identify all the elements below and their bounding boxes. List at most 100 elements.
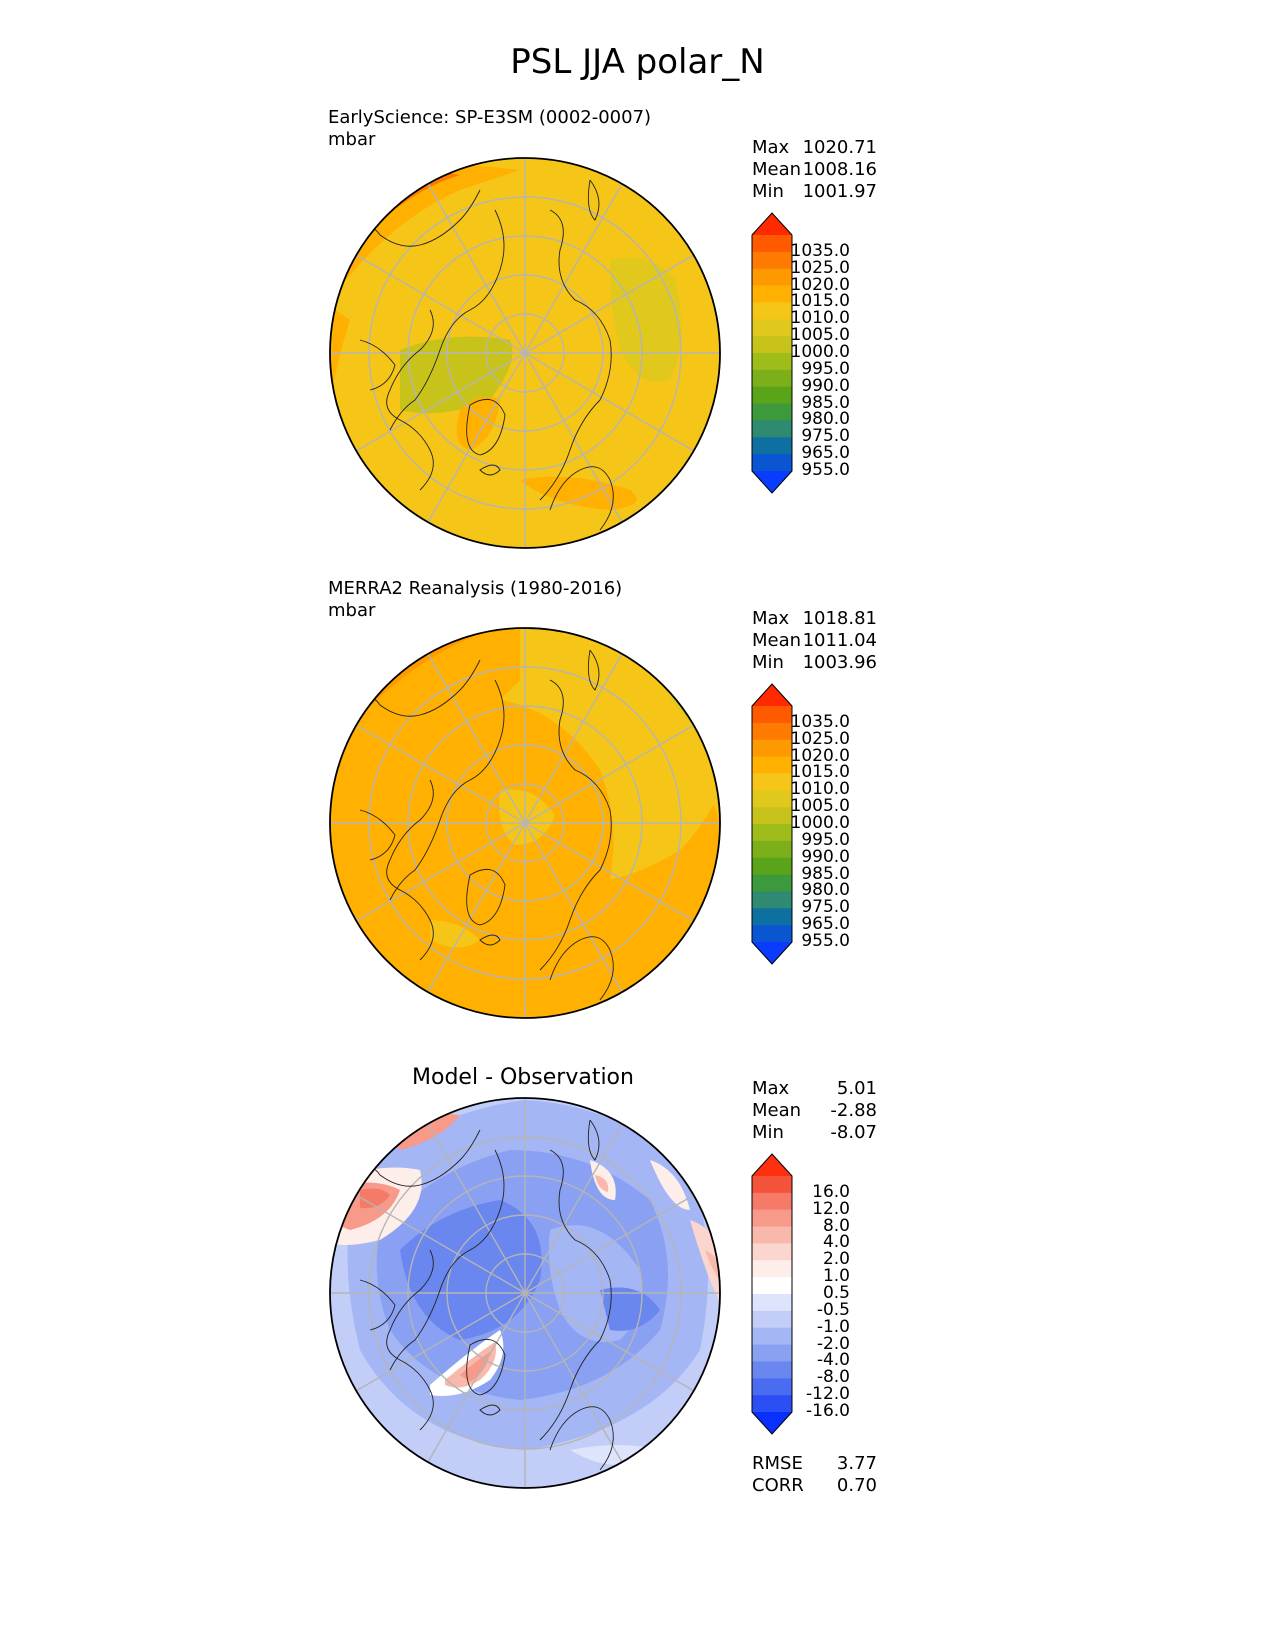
contour-low-siberia — [610, 257, 682, 382]
graticule-diff — [330, 1098, 720, 1488]
colorbar-segment — [752, 857, 792, 876]
colorbar-extend-top — [752, 1154, 792, 1176]
colorbar-tick-label: 980.0 — [801, 880, 850, 901]
colorbar-segment — [752, 790, 792, 808]
colorbar-tick-label: 995.0 — [801, 829, 850, 850]
map-border-reference — [329, 627, 721, 1019]
colorbar-tick-label: -2.0 — [816, 1333, 850, 1354]
colorbar-tick-label: 1015.0 — [790, 291, 850, 312]
colorbar-segment — [752, 756, 792, 774]
colorbar-reference: 1035.0 1025.0 1020.0 1015.0 1010.0 1005.0 1000… — [751, 683, 891, 968]
colorbar-segment — [752, 454, 792, 472]
colorbar-segment — [752, 773, 792, 791]
contour-low-greenland-region — [400, 336, 513, 414]
colorbar-tick-label: 0.5 — [822, 1283, 850, 1303]
colorbar-tick-label: 1015.0 — [790, 762, 850, 783]
colorbar-segment — [752, 386, 792, 405]
colorbar-segment — [752, 369, 792, 388]
colorbar-segment — [752, 235, 792, 253]
colorbar-tick-label: 995.0 — [801, 358, 850, 379]
map-border-diff — [329, 1097, 721, 1489]
colorbar-segment — [752, 807, 792, 825]
colorbar-tick-label: 1035.0 — [790, 240, 850, 261]
colorbar-segment — [752, 874, 792, 892]
stat-row-max: Max 5.01 — [752, 1078, 877, 1099]
colorbar-svg — [751, 683, 793, 965]
colorbar-tick-label: 1.0 — [822, 1266, 850, 1287]
colorbar-segment — [752, 420, 792, 438]
colorbar-tick-label: -16.0 — [806, 1401, 850, 1421]
panel-title-reference: MERRA2 Reanalysis (1980-2016) — [328, 578, 623, 599]
colorbar-tick-label: 1005.0 — [790, 325, 850, 346]
colorbar-extend-bottom — [752, 471, 792, 493]
colorbar-tick-label: 955.0 — [801, 460, 850, 480]
colorbar-extend-bottom — [752, 1412, 792, 1434]
polar-map-test — [329, 157, 721, 549]
stats-block-reference: Max 1018.81 Mean 1011.04 Min 1003.96 — [752, 608, 877, 674]
colorbar-tick-label: 1035.0 — [790, 711, 850, 732]
colorbar-tick-label: 1010.0 — [790, 779, 850, 800]
colorbar-tick-label: -4.0 — [816, 1350, 850, 1371]
colorbar-tick-label: 980.0 — [801, 409, 850, 430]
colorbar-tick-label: 16.0 — [812, 1181, 850, 1202]
colorbar-tick-label: 990.0 — [801, 375, 850, 396]
colorbar-segment — [752, 403, 792, 421]
colorbar-outline — [751, 1153, 793, 1435]
polar-map-reference — [329, 627, 721, 1019]
stat-row-rmse: RMSE 3.77 — [752, 1453, 877, 1474]
colorbar-segment — [752, 353, 792, 371]
colorbar-tick-label: 965.0 — [801, 914, 850, 935]
colorbar-tick-label: 4.0 — [822, 1232, 850, 1253]
colorbar-tick-label: 1000.0 — [790, 342, 850, 362]
colorbar-tick-label: 1010.0 — [790, 308, 850, 329]
colorbar-segment — [752, 302, 792, 320]
colorbar-tick-label: 1025.0 — [790, 257, 850, 278]
colorbar-tick-label: 975.0 — [801, 897, 850, 918]
colorbar-segment — [752, 1226, 792, 1244]
colorbar-segment — [752, 1327, 792, 1346]
colorbar-outline — [751, 683, 793, 965]
colorbar-segment — [752, 437, 792, 455]
panel-units-test: mbar — [328, 129, 376, 150]
colorbar-segment — [752, 824, 792, 842]
colorbar-tick-label: -0.5 — [816, 1299, 850, 1320]
colorbar-segment — [752, 285, 792, 303]
colorbar-tick-label: -8.0 — [816, 1367, 850, 1388]
colorbar-outline — [751, 212, 793, 494]
colorbar-segment — [752, 706, 792, 724]
map-border-test — [329, 157, 721, 549]
colorbar-segment — [752, 1310, 792, 1329]
colorbar-segment — [752, 1176, 792, 1194]
colorbar-segment — [752, 739, 792, 758]
colorbar-tick-label: 1000.0 — [790, 813, 850, 833]
colorbar-segment — [752, 840, 792, 859]
panel-title-test: EarlyScience: SP-E3SM (0002-0007) — [328, 107, 652, 128]
stat-row-max: Max 1018.81 — [752, 608, 877, 629]
colorbar-tick-label: 12.0 — [812, 1198, 850, 1219]
colorbar-segment — [752, 336, 792, 354]
colorbar-extend-top — [752, 684, 792, 706]
figure-title: PSL JJA polar_N — [510, 42, 765, 82]
colorbar-tick-label: 990.0 — [801, 846, 850, 867]
colorbar-segment — [752, 1192, 792, 1211]
colorbar-segment — [752, 1277, 792, 1295]
colorbar-tick-label: 955.0 — [801, 931, 850, 951]
colorbar-segment — [752, 722, 792, 741]
colorbar-segment — [752, 1344, 792, 1362]
colorbar-segment — [752, 908, 792, 926]
stats-block-test: Max 1020.71 Mean 1008.16 Min 1001.97 — [752, 137, 877, 203]
colorbar-segment — [752, 891, 792, 909]
contour-greenland-high — [456, 396, 500, 450]
colorbar-tick-label: 985.0 — [801, 392, 850, 413]
colorbar-segment — [752, 1361, 792, 1379]
graticule-test — [330, 158, 720, 548]
colorbar-segment — [752, 1243, 792, 1261]
colorbar-tick-label: 1025.0 — [790, 728, 850, 749]
stat-row-min: Min 1003.96 — [752, 652, 877, 673]
colorbar-segment — [752, 925, 792, 943]
colorbar-diff: 16.0 12.0 8.0 4.0 2.0 1.0 0.5 -0.5 -1.0 -2.0 -4.0-… — [751, 1153, 891, 1438]
stat-row-mean: Mean 1011.04 — [752, 630, 877, 651]
coastlines-reference — [359, 649, 614, 1001]
stat-row-mean: Mean -2.88 — [752, 1100, 877, 1121]
colorbar-segment — [752, 251, 792, 270]
